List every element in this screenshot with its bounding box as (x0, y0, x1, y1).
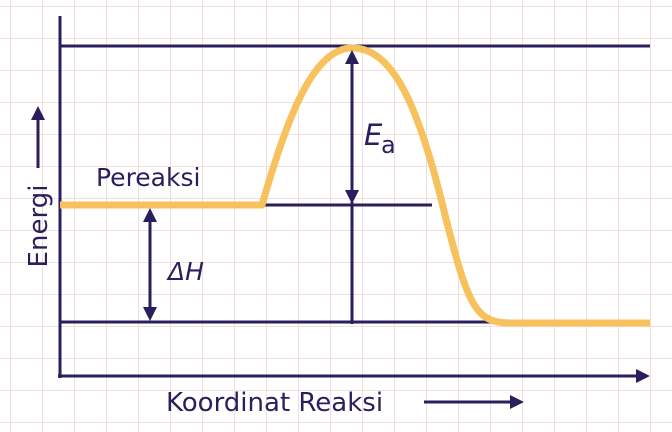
enthalpy-arrow-top (143, 208, 157, 222)
y-axis-label: Energi (24, 185, 54, 268)
x-label-arrowhead (510, 395, 524, 409)
reaction-energy-curve (60, 44, 650, 327)
activation-energy-subscript: a (381, 131, 396, 159)
y-label-arrowhead (31, 106, 45, 120)
x-axis-label: Koordinat Reaksi (166, 388, 383, 418)
activation-energy-arrow-top (345, 50, 359, 64)
activation-energy-symbol: E (364, 118, 383, 152)
activation-energy-label: E (364, 118, 383, 152)
reactant-label: Pereaksi (96, 163, 200, 192)
enthalpy-arrow-bottom (143, 307, 157, 321)
enthalpy-label: ΔH (166, 257, 204, 286)
activation-energy-arrow-bottom (345, 190, 359, 204)
x-axis-arrowhead (636, 369, 650, 383)
